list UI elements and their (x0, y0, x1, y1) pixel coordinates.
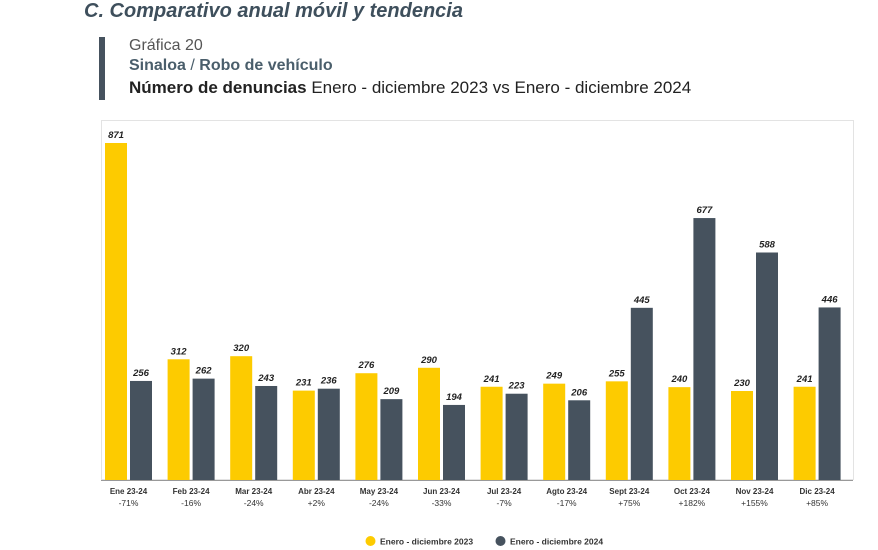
category-label: Nov 23-24 (736, 487, 774, 496)
pct-change-label: -24% (244, 498, 264, 508)
bar-2023 (418, 367, 440, 480)
bar-2023 (105, 143, 127, 480)
category-label: Feb 23-24 (173, 487, 210, 496)
data-label-2024: 223 (508, 381, 526, 392)
data-label-2024: 209 (382, 386, 400, 397)
pct-change-label: -16% (181, 498, 201, 508)
bar-2024 (505, 393, 528, 480)
data-label-2023: 255 (608, 368, 626, 379)
data-label-2024: 677 (696, 205, 713, 216)
section-title: C. Comparativo anual móvil y tendencia (84, 0, 463, 22)
category-label: Jun 23-24 (423, 487, 460, 496)
data-label-2024: 588 (759, 239, 776, 250)
pct-change-label: -7% (497, 498, 513, 508)
metric-name: Número de denuncias (129, 78, 307, 97)
bar-2023 (668, 387, 691, 480)
legend-label-2023: Enero - diciembre 2023 (380, 537, 473, 547)
category-label: Jul 23-24 (487, 487, 522, 496)
accent-bar (99, 37, 105, 100)
bar-2024 (192, 378, 215, 480)
data-label-2024: 446 (821, 294, 839, 305)
bar-2023 (230, 356, 253, 480)
data-label-2023: 871 (108, 130, 124, 141)
bar-2023 (292, 390, 315, 480)
state-name: Sinaloa (129, 57, 186, 74)
category-label: May 23-24 (360, 487, 399, 496)
chart-header: Gráfica 20 Sinaloa / Robo de vehículo Nú… (129, 36, 691, 99)
data-label-2024: 236 (320, 376, 338, 387)
separator: / (190, 57, 195, 74)
bar-2023 (480, 386, 503, 480)
bar-2023 (793, 386, 816, 480)
bar-2024 (756, 252, 778, 480)
bar-2024 (380, 399, 403, 480)
data-label-2023: 230 (733, 378, 751, 389)
data-label-2023: 241 (796, 374, 813, 385)
data-label-2023: 312 (171, 346, 188, 357)
category-label: Dic 23-24 (800, 487, 836, 496)
pct-change-label: +182% (679, 498, 706, 508)
bar-2023 (731, 391, 753, 480)
data-label-2024: 206 (570, 387, 588, 398)
category-label: Abr 23-24 (298, 487, 335, 496)
bar-2024 (693, 218, 716, 480)
legend-label-2024: Enero - diciembre 2024 (510, 537, 603, 547)
data-label-2024: 243 (257, 373, 275, 384)
bar-2024 (568, 400, 591, 480)
pct-change-label: +85% (806, 498, 828, 508)
data-label-2023: 241 (483, 374, 500, 385)
plot-frame (101, 120, 854, 480)
pct-change-label: -24% (369, 498, 389, 508)
category-label: Oct 23-24 (674, 487, 711, 496)
data-label-2024: 256 (132, 368, 150, 379)
legend-marker-2024 (495, 536, 506, 546)
data-label-2024: 445 (633, 295, 651, 306)
bar-2024 (255, 385, 278, 480)
data-label-2023: 231 (295, 378, 312, 389)
bar-2024 (317, 388, 340, 480)
legend-marker-2023 (365, 536, 376, 546)
bar-2023 (355, 373, 378, 480)
pct-change-label: +2% (308, 498, 326, 508)
bar-2023 (543, 383, 566, 480)
bar-2023 (167, 359, 190, 480)
data-label-2023: 249 (545, 371, 563, 382)
data-label-2023: 276 (357, 360, 375, 371)
chart-number: Gráfica 20 (129, 37, 203, 54)
crime-name: Robo de vehículo (199, 57, 333, 74)
category-label: Agto 23-24 (546, 487, 587, 496)
bar-2024 (443, 404, 465, 480)
pct-change-label: +155% (741, 498, 768, 508)
data-label-2024: 194 (446, 392, 463, 403)
pct-change-label: -71% (119, 498, 139, 508)
pct-change-label: +75% (618, 498, 640, 508)
bar-2024 (818, 307, 841, 480)
category-label: Sept 23-24 (609, 487, 650, 496)
bar-2024 (630, 307, 653, 480)
bar-2024 (130, 380, 152, 480)
chart-subtitle: Número de denuncias Enero - diciembre 20… (129, 77, 691, 99)
bar-2023 (605, 381, 628, 480)
category-label: Ene 23-24 (110, 487, 148, 496)
category-label: Mar 23-24 (235, 487, 272, 496)
data-label-2023: 320 (233, 343, 250, 354)
data-label-2023: 290 (420, 355, 438, 366)
chart-region: Sinaloa / Robo de vehículo (129, 55, 691, 77)
period-text: Enero - diciembre 2023 vs Enero - diciem… (311, 78, 692, 97)
pct-change-label: -33% (432, 498, 452, 508)
data-label-2023: 240 (670, 374, 688, 385)
data-label-2024: 262 (195, 366, 213, 377)
pct-change-label: -17% (557, 498, 577, 508)
